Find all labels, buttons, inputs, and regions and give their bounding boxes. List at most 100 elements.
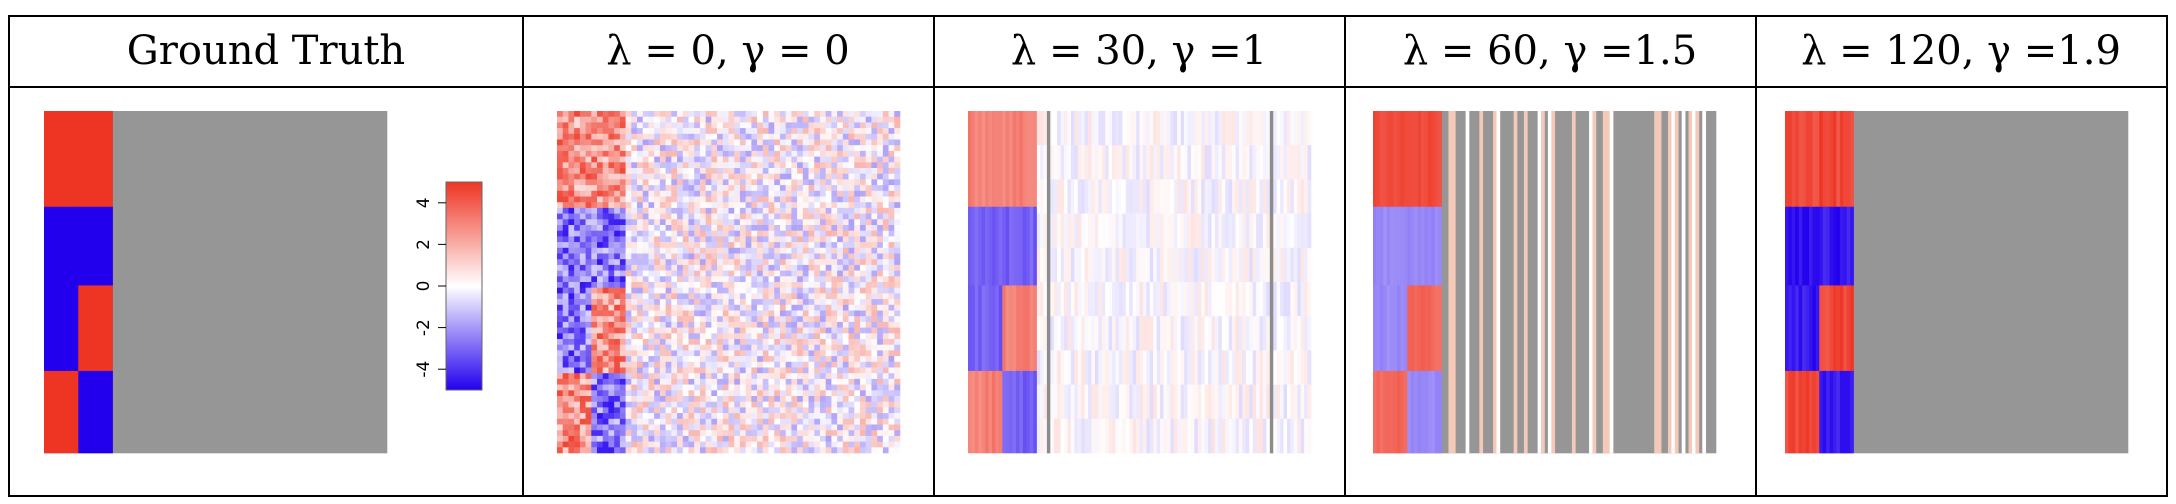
heatmap-cell xyxy=(865,128,872,135)
heatmap-cell xyxy=(728,122,735,129)
heatmap-cell xyxy=(1139,111,1144,146)
heatmap-cell xyxy=(642,156,649,163)
heatmap-cell xyxy=(1149,350,1154,385)
heatmap-cell xyxy=(648,190,655,197)
heatmap-cell xyxy=(848,156,855,163)
heatmap-cell xyxy=(831,213,838,220)
heatmap-cell xyxy=(808,196,815,203)
heatmap-cell xyxy=(728,139,735,146)
heatmap-cell xyxy=(768,133,775,140)
heatmap-cell xyxy=(722,293,729,300)
heatmap-cell xyxy=(631,139,638,146)
heatmap-cell xyxy=(682,179,689,186)
heatmap-cell xyxy=(665,390,672,397)
heatmap-cell xyxy=(745,236,752,243)
heatmap-cell xyxy=(739,316,746,323)
heatmap-cell xyxy=(762,133,769,140)
heatmap-block xyxy=(44,111,79,208)
heatmap-cell xyxy=(882,327,889,334)
heatmap-cell xyxy=(614,327,621,334)
heatmap-cell xyxy=(797,310,804,317)
heatmap-cell xyxy=(762,447,769,454)
heatmap-cell xyxy=(1293,179,1298,214)
heatmap-cell xyxy=(1307,247,1312,283)
heatmap-cell xyxy=(1040,179,1044,214)
heatmap-cell xyxy=(808,139,815,146)
heatmap-cell xyxy=(642,190,649,197)
heatmap-cell xyxy=(722,259,729,266)
heatmap-cell xyxy=(608,407,615,414)
heatmap-cell xyxy=(699,339,706,345)
heatmap-cell xyxy=(1280,247,1284,283)
heatmap-cell xyxy=(848,133,855,140)
heatmap-cell xyxy=(682,150,689,157)
heatmap-cell xyxy=(854,373,861,380)
heatmap-cell xyxy=(671,361,678,368)
heatmap-cell xyxy=(642,116,649,123)
heatmap-cell xyxy=(791,185,798,192)
heatmap-cell xyxy=(642,264,649,271)
heatmap-cell xyxy=(1262,350,1267,385)
heatmap-cell xyxy=(557,253,564,260)
heatmap-cell xyxy=(579,396,586,402)
heatmap-cell xyxy=(562,173,569,180)
heatmap-cell xyxy=(734,207,741,214)
heatmap-cell xyxy=(1829,285,1834,372)
colorbar-ticks: 420-2-4 xyxy=(414,197,446,378)
heatmap-cell xyxy=(648,270,655,277)
heatmap-cell xyxy=(837,321,844,328)
heatmap-cell xyxy=(699,270,706,277)
heatmap-cell xyxy=(808,441,815,448)
heatmap-cell xyxy=(745,156,752,163)
heatmap-cell xyxy=(751,418,758,425)
heatmap-nonzero-column xyxy=(1654,111,1658,454)
heatmap-cell xyxy=(1235,247,1240,283)
heatmap-cell xyxy=(722,344,729,351)
heatmap-cell xyxy=(1194,145,1199,180)
heatmap-cell xyxy=(579,304,586,311)
heatmap-cell xyxy=(814,236,821,243)
heatmap-cell xyxy=(568,361,575,368)
heatmap-cell xyxy=(1105,111,1109,146)
heatmap-cell xyxy=(671,327,678,334)
heatmap-cell xyxy=(574,407,581,414)
heatmap-cell xyxy=(808,185,815,192)
heatmap-cell xyxy=(711,316,718,323)
heatmap-cell xyxy=(1043,179,1048,214)
heatmap-cell xyxy=(797,327,804,334)
heatmap-cell xyxy=(739,373,746,380)
heatmap-cell xyxy=(757,413,764,420)
heatmap-cell xyxy=(722,396,729,402)
heatmap-cell xyxy=(699,293,706,300)
heatmap-cell xyxy=(722,270,729,277)
heatmap-cell xyxy=(888,447,895,454)
heatmap-cell xyxy=(797,304,804,311)
heatmap-cell xyxy=(842,407,849,414)
heatmap-cell xyxy=(574,247,581,254)
heatmap-cell xyxy=(568,156,575,163)
heatmap-cell xyxy=(717,418,724,425)
heatmap-cell xyxy=(757,270,764,277)
heatmap-cell xyxy=(1050,179,1055,214)
heatmap-cell xyxy=(602,367,609,374)
heatmap-cell xyxy=(671,259,678,266)
heatmap-cell xyxy=(637,339,644,345)
heatmap-cell xyxy=(1060,247,1065,283)
heatmap-cell xyxy=(865,276,872,283)
heatmap-cell xyxy=(831,202,838,209)
heatmap-cell xyxy=(597,339,604,345)
heatmap-cell xyxy=(688,282,695,288)
heatmap-cell xyxy=(995,206,1000,286)
heatmap-cell xyxy=(1256,316,1260,351)
heatmap-cell xyxy=(888,202,895,209)
heatmap-cell xyxy=(1170,350,1175,385)
heatmap-cell xyxy=(1125,247,1130,283)
heatmap-cell xyxy=(859,316,866,323)
heatmap-cell xyxy=(608,207,615,214)
heatmap-cell xyxy=(1132,418,1137,454)
heatmap-cell xyxy=(734,168,741,174)
heatmap-cell xyxy=(591,236,598,243)
heatmap-cell xyxy=(842,304,849,311)
heatmap-cell xyxy=(574,162,581,169)
heatmap-cell xyxy=(619,293,626,300)
